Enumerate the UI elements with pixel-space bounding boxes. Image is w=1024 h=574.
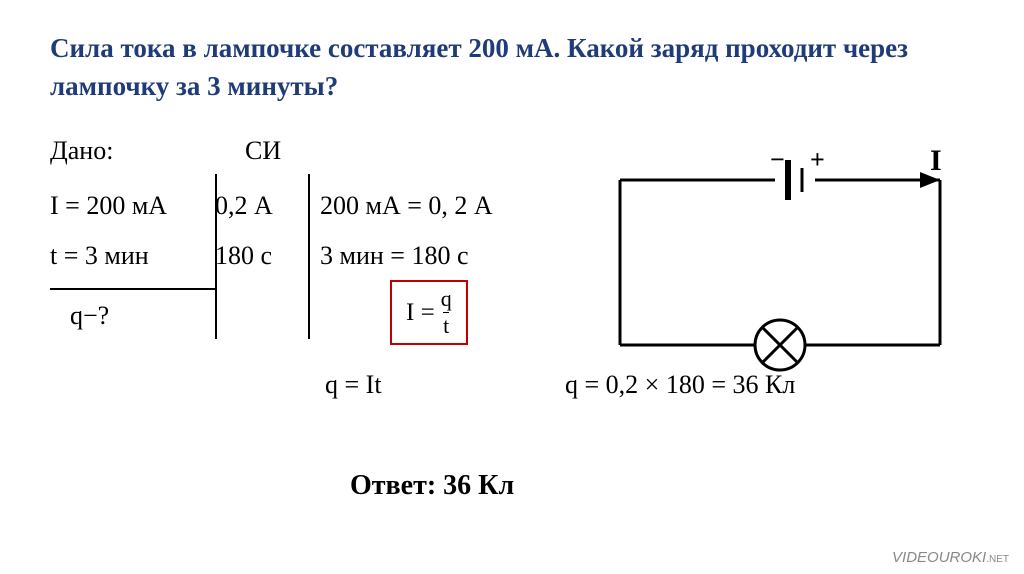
formula-fraction: q t (441, 288, 452, 337)
variable-cell: t = 3 мин (50, 241, 215, 271)
si-label: СИ (245, 136, 281, 166)
conversion-cell: 200 мА = 0, 2 А (305, 191, 493, 221)
formula-lhs: I = (406, 299, 435, 327)
derived-formula: q = It (325, 370, 382, 400)
watermark: VIDEOUROKI.NET (892, 549, 1009, 566)
circuit-diagram: − + I (600, 150, 960, 380)
variable-cell: I = 200 мА (50, 191, 215, 221)
horizontal-line (50, 288, 215, 290)
formula-box: I = q t (390, 280, 468, 345)
svg-text:I: I (930, 150, 942, 177)
answer-label: Ответ: 36 Кл (350, 470, 514, 502)
si-cell: 0,2 А (215, 191, 305, 221)
formula-numerator: q (441, 288, 452, 312)
svg-text:−: − (770, 150, 785, 174)
given-row: t = 3 мин 180 с 3 мин = 180 с (50, 231, 493, 281)
si-cell: 180 с (215, 241, 305, 271)
given-row: I = 200 мА 0,2 А 200 мА = 0, 2 А (50, 181, 493, 231)
problem-title: Сила тока в лампочке составляет 200 мА. … (50, 30, 974, 106)
vertical-line (215, 174, 217, 339)
vertical-line (308, 174, 310, 339)
watermark-main: VIDEOUROKI (892, 549, 986, 566)
watermark-suffix: .NET (986, 554, 1009, 565)
formula-denominator: t (443, 312, 449, 337)
conversion-cell: 3 мин = 180 с (305, 241, 468, 271)
svg-text:+: + (810, 150, 825, 174)
